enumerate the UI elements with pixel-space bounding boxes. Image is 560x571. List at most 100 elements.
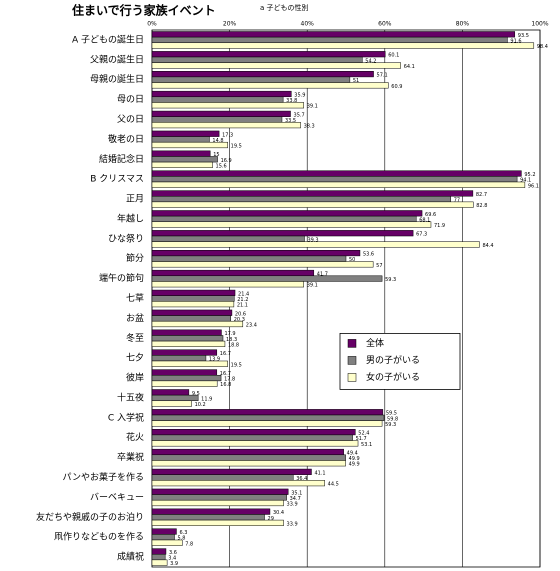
value-label: 59.8: [387, 416, 398, 422]
value-label: 13.9: [209, 357, 220, 363]
bar: [151, 82, 389, 89]
value-label: 67.3: [416, 232, 427, 238]
value-label: 64.1: [404, 64, 415, 70]
value-label: 6.3: [179, 530, 187, 536]
value-label: 60.9: [391, 84, 402, 90]
bar: [151, 130, 220, 137]
y-tick-label: 彼岸: [126, 372, 144, 384]
bar: [151, 170, 522, 177]
value-label: 52.4: [358, 431, 369, 437]
value-label: 3.9: [170, 561, 178, 567]
bar: [151, 329, 222, 336]
y-tick-label: 卒業祝: [117, 451, 144, 463]
bar: [151, 210, 423, 217]
value-label: 10.2: [195, 402, 206, 408]
bar: [151, 62, 401, 69]
value-label: 39.1: [307, 104, 318, 110]
legend-swatch: [347, 356, 357, 365]
value-label: 29: [268, 516, 274, 522]
value-label: 21.2: [237, 297, 248, 303]
bar: [151, 141, 228, 149]
value-label: 5.8: [178, 536, 186, 542]
bar: [151, 269, 315, 277]
bar: [151, 389, 190, 396]
legend-swatch: [347, 339, 357, 348]
bar: [151, 335, 224, 342]
bar: [151, 161, 213, 168]
value-label: 49.9: [349, 462, 360, 468]
value-label: 77: [454, 198, 460, 204]
y-tick-label: 母の日: [117, 94, 144, 105]
value-label: 20.6: [235, 311, 246, 317]
y-tick-label: 十五夜: [117, 391, 144, 403]
value-label: 38.3: [304, 124, 315, 130]
bar: [151, 56, 363, 63]
y-tick-label: B クリスマス: [90, 174, 144, 185]
value-label: 49.4: [347, 450, 358, 456]
y-tick-label: 節分: [126, 252, 144, 264]
bar: [151, 301, 235, 308]
bar: [151, 156, 218, 163]
value-label: 16.7: [220, 351, 231, 357]
value-label: 11.9: [201, 396, 212, 402]
bar: [151, 31, 516, 38]
value-label: 53.1: [361, 442, 372, 448]
bar: [151, 195, 452, 203]
legend-label: 男の子がいる: [366, 354, 420, 366]
bar: [151, 201, 474, 208]
value-label: 33.9: [287, 521, 298, 527]
value-label: 82.8: [476, 203, 487, 209]
value-label: 3.4: [168, 556, 176, 562]
y-tick-label: 父の日: [117, 114, 144, 125]
value-label: 68.1: [419, 217, 430, 223]
value-label: 16.9: [221, 158, 232, 164]
y-tick-label: 母親の誕生日: [90, 73, 144, 85]
bar: [151, 460, 346, 467]
value-label: 18.8: [228, 342, 239, 348]
legend-swatch: [347, 373, 357, 382]
bar: [151, 36, 508, 44]
bar: [151, 315, 232, 322]
bar: [151, 499, 284, 507]
value-label: 36.4: [296, 476, 307, 482]
y-tick-label: 成績祝: [117, 551, 144, 563]
bar: [151, 414, 385, 421]
y-tick-label: 七草: [126, 292, 144, 304]
y-tick-label: C 入学祝: [108, 411, 144, 423]
value-label: 33.8: [286, 98, 297, 104]
bar: [151, 230, 414, 237]
y-tick-label: 端午の節句: [99, 272, 144, 284]
bar: [151, 474, 294, 481]
value-label: 60.1: [388, 53, 399, 59]
value-label: 15.6: [216, 163, 227, 169]
value-label: 17.8: [224, 377, 235, 383]
value-label: 41.7: [317, 271, 328, 277]
value-label: 82.7: [476, 192, 487, 198]
bar: [151, 534, 175, 541]
value-label: 59.3: [385, 422, 396, 428]
value-label: 69.6: [425, 212, 436, 218]
y-tick-label: バーベキュー: [90, 492, 144, 503]
bar: [151, 429, 356, 436]
bar: [151, 176, 518, 183]
x-tick-label: 0%: [147, 21, 157, 28]
value-label: 98.4: [537, 44, 548, 50]
bar: [151, 136, 210, 143]
bar: [151, 340, 226, 347]
bar: [151, 76, 351, 83]
bar: [151, 309, 233, 316]
value-label: 51.7: [356, 436, 367, 442]
bar: [151, 261, 374, 268]
bar: [151, 468, 312, 475]
value-label: 59.5: [386, 411, 397, 417]
bar: [151, 480, 325, 487]
value-label: 71.9: [434, 223, 445, 229]
bar: [151, 374, 222, 382]
y-tick-label: お盆: [126, 312, 144, 324]
bar: [151, 519, 284, 526]
bar: [151, 42, 535, 49]
bar: [151, 488, 289, 495]
value-label: 59.3: [385, 277, 396, 283]
